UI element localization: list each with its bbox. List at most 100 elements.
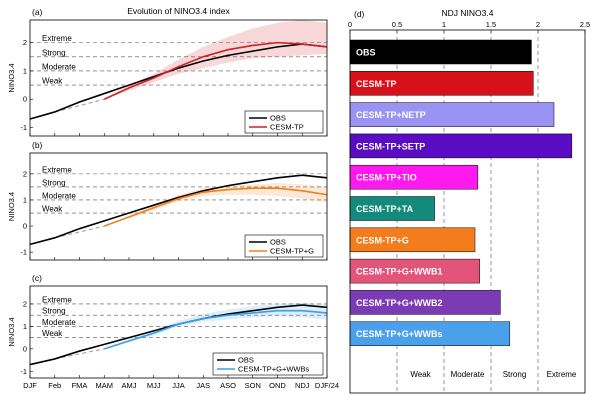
spread-band bbox=[104, 20, 327, 100]
category-label: Weak bbox=[410, 370, 431, 379]
panel-title: NDJ NINO3.4 bbox=[442, 8, 494, 18]
bar-label: CESM-TP+G+WWB1 bbox=[356, 267, 443, 277]
category-label: Moderate bbox=[451, 370, 485, 379]
bar-label: CESM-TP+TIO bbox=[356, 173, 417, 183]
category-label: Moderate bbox=[42, 191, 76, 200]
bar-label: CESM-TP+G+WWB2 bbox=[356, 298, 443, 308]
legend-label: OBS bbox=[238, 356, 254, 365]
spread-band bbox=[104, 302, 327, 349]
x-tick-label: 2.5 bbox=[580, 20, 590, 29]
bar-cesm-tp-g-wwb1 bbox=[349, 258, 480, 284]
category-label: Moderate bbox=[42, 318, 76, 327]
category-label: Weak bbox=[42, 205, 63, 214]
category-label: Weak bbox=[42, 329, 63, 338]
line-panel-2: (b) Extreme Strong Moderate Weak -1 0 1 2 NINO3.4… bbox=[7, 140, 328, 261]
y-axis-label: NINO3.4 bbox=[7, 192, 16, 221]
line-panel-3: (c) Extreme Strong Moderate Weak -1 0 1 2 NINO3.4… bbox=[7, 273, 339, 390]
panel-label: (c) bbox=[32, 273, 42, 283]
y-tick-label: 0 bbox=[23, 95, 27, 104]
x-tick-label: OND bbox=[269, 381, 286, 390]
legend-label: CESM-TP bbox=[270, 123, 304, 132]
bar-cesm-tp-ta bbox=[349, 196, 435, 221]
x-tick-label: 0 bbox=[348, 20, 352, 29]
y-tick-label: 1 bbox=[23, 66, 27, 75]
panel-label: (b) bbox=[32, 140, 43, 150]
x-tick-label: DJF/24 bbox=[315, 381, 339, 390]
x-tick-label: MAM bbox=[96, 381, 114, 390]
legend-label: OBS bbox=[270, 114, 286, 123]
legend-label: CESM-TP+G bbox=[270, 247, 314, 256]
legend-label: OBS bbox=[270, 238, 286, 247]
category-label: Weak bbox=[42, 77, 63, 86]
y-axis-label: NINO3.4 bbox=[7, 317, 16, 346]
panel-title: Evolution of NINO3.4 index bbox=[127, 6, 230, 16]
y-tick-label: -1 bbox=[20, 248, 27, 257]
bar-label: CESM-TP bbox=[356, 79, 397, 89]
legend-label: CESM-TP+G+WWBs bbox=[238, 365, 310, 374]
category-label: Strong bbox=[503, 370, 527, 379]
category-label: Extreme bbox=[42, 295, 72, 304]
dashed-connector bbox=[54, 98, 105, 113]
y-tick-label: -1 bbox=[20, 123, 27, 132]
x-tick-label: JJA bbox=[172, 381, 185, 390]
x-tick-label: 1 bbox=[442, 20, 446, 29]
y-tick-label: 1 bbox=[23, 322, 27, 331]
x-tick-label: JAS bbox=[196, 381, 210, 390]
y-tick-label: 2 bbox=[23, 299, 27, 308]
axes-frame bbox=[349, 29, 586, 394]
series-line-obs bbox=[29, 43, 328, 120]
bar-cesm-tp-g-wwbs bbox=[349, 321, 511, 346]
x-tick-label: SON bbox=[245, 381, 261, 390]
bar-cesm-tp-netp bbox=[349, 102, 555, 127]
category-label: Extreme bbox=[547, 370, 577, 379]
series-line-cesm-tp-g bbox=[103, 187, 328, 227]
bar-cesm-tp bbox=[349, 71, 534, 96]
y-tick-label: 2 bbox=[23, 38, 27, 47]
series-line-cesm-tp bbox=[103, 41, 328, 100]
y-tick-label: 1 bbox=[23, 195, 27, 204]
x-tick-label: NDJ bbox=[295, 381, 310, 390]
category-label: Extreme bbox=[42, 165, 72, 174]
y-tick-label: 2 bbox=[23, 169, 27, 178]
x-tick-label: ASO bbox=[220, 381, 236, 390]
panel-label: (a) bbox=[32, 7, 43, 17]
bar-cesm-tp-g-wwb2 bbox=[349, 290, 501, 315]
legend-box bbox=[212, 352, 324, 376]
x-tick-label: 1.5 bbox=[486, 20, 496, 29]
category-label: Strong bbox=[42, 178, 66, 187]
panel-label: (d) bbox=[354, 9, 365, 19]
bar-obs bbox=[349, 39, 532, 65]
series-line-obs bbox=[29, 174, 328, 246]
x-tick-label: DJF bbox=[23, 381, 37, 390]
line-panel-1: Evolution of NINO3.4 index (a) Extreme Stro… bbox=[7, 6, 328, 137]
series-line-cesm-tp-g-wwbs bbox=[104, 309, 328, 350]
x-tick-label: 2 bbox=[536, 20, 540, 29]
x-tick-label: AMJ bbox=[122, 381, 137, 390]
y-tick-label: 0 bbox=[23, 222, 27, 231]
y-tick-label: -1 bbox=[20, 367, 27, 376]
category-label: Moderate bbox=[42, 62, 76, 71]
category-label: Extreme bbox=[42, 34, 72, 43]
dashed-connector bbox=[54, 348, 105, 360]
x-tick-label: 0.5 bbox=[392, 20, 402, 29]
bar-label: CESM-TP+NETP bbox=[356, 110, 426, 120]
y-axis-label: NINO3.4 bbox=[7, 63, 16, 92]
category-label: Strong bbox=[42, 48, 66, 57]
bar-label: CESM-TP+G+WWBs bbox=[356, 329, 443, 339]
x-tick-label: FMA bbox=[72, 381, 88, 390]
spread-band bbox=[104, 183, 327, 227]
bar-label: OBS bbox=[356, 48, 376, 58]
bar-cesm-tp-setp bbox=[349, 133, 573, 159]
x-tick-label: MJJ bbox=[147, 381, 161, 390]
bar-panel: (d) NDJ NINO3.4 0 0.5 1 1.5 2 2.5 OBS CESM-TP CESM… bbox=[348, 8, 590, 394]
bar-label: CESM-TP+TA bbox=[356, 204, 414, 214]
bar-label: CESM-TP+G bbox=[356, 235, 409, 245]
bar-label: CESM-TP+SETP bbox=[356, 141, 425, 151]
dashed-connector bbox=[54, 225, 105, 239]
y-tick-label: 0 bbox=[23, 344, 27, 353]
bar-cesm-tp-g bbox=[349, 227, 476, 253]
